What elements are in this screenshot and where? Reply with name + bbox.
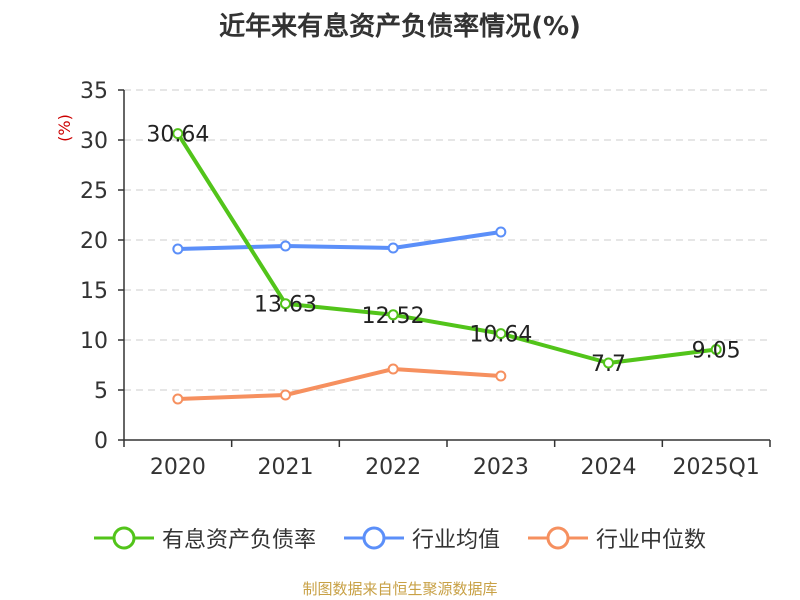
- y-tick-label: 25: [80, 179, 108, 204]
- source-note: 制图数据来自恒生聚源数据库: [302, 580, 498, 598]
- data-label: 30.64: [146, 123, 209, 148]
- data-point: [495, 328, 507, 340]
- data-label: 9.05: [692, 339, 741, 364]
- y-tick-label: 30: [80, 129, 108, 154]
- data-point: [280, 298, 291, 310]
- legend-label: 行业中位数: [596, 528, 707, 553]
- data-label: 12.52: [362, 304, 425, 329]
- data-point: [172, 243, 184, 255]
- x-tick-label: 2023: [473, 455, 529, 480]
- data-point: [387, 309, 399, 321]
- legend-marker-icon: [343, 526, 404, 550]
- legend-item-series-1[interactable]: 行业均值: [343, 522, 500, 554]
- legend-item-series-2[interactable]: 行业中位数: [528, 522, 706, 554]
- x-tick-label: 2022: [365, 455, 421, 480]
- data-point: [495, 370, 507, 382]
- x-tick-label: 2021: [258, 455, 314, 480]
- data-point: [495, 226, 507, 238]
- data-point: [387, 242, 399, 254]
- y-tick-label: 15: [80, 279, 108, 304]
- legend: 有息资产负债率 行业均值 行业中位数: [0, 520, 800, 556]
- data-point: [387, 363, 399, 375]
- y-axis-label: (%): [55, 114, 74, 142]
- series-line-0: [175, 131, 719, 365]
- y-tick-label: 0: [94, 429, 108, 454]
- data-point: [280, 240, 291, 252]
- data-label: 10.64: [469, 323, 532, 348]
- data-point: [603, 357, 614, 369]
- data-label: 7.7: [591, 352, 626, 377]
- data-point: [172, 128, 184, 140]
- legend-label: 行业均值: [411, 528, 500, 553]
- x-tick-label: 2025Q1: [673, 455, 760, 480]
- data-point: [280, 389, 291, 401]
- y-tick-label: 20: [80, 229, 108, 254]
- legend-marker-icon: [93, 526, 154, 550]
- series-line-2: [175, 367, 503, 401]
- legend-label: 有息资产负债率: [161, 528, 316, 553]
- x-tick-label: 2020: [150, 455, 206, 480]
- x-tick-label: 2024: [581, 455, 637, 480]
- series-line-1: [175, 230, 503, 251]
- y-tick-label: 5: [94, 379, 108, 404]
- data-point: [710, 344, 722, 355]
- legend-item-series-0[interactable]: 有息资产负债率: [93, 522, 316, 554]
- data-point: [172, 393, 184, 405]
- y-tick-label: 10: [80, 329, 108, 354]
- chart-title: 近年来有息资产负债率情况(%): [219, 12, 581, 42]
- data-label: 13.63: [254, 293, 317, 318]
- y-tick-label: 35: [80, 79, 108, 104]
- legend-marker-icon: [528, 526, 588, 550]
